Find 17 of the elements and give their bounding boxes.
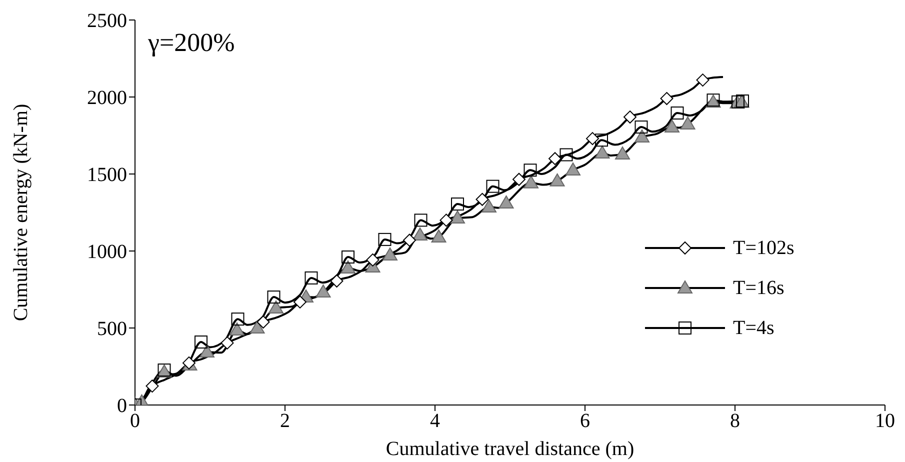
y-tick-label: 2500 — [87, 10, 127, 32]
y-axis-title: Cumulative energy (kN-m) — [10, 104, 32, 322]
x-tick-label: 4 — [430, 410, 440, 432]
y-tick-label: 0 — [117, 395, 127, 418]
x-tick-label: 10 — [875, 410, 895, 432]
y-tick-label: 1000 — [87, 241, 127, 264]
x-axis-title: Cumulative travel distance (m) — [386, 438, 634, 460]
x-tick-label: 8 — [730, 410, 740, 432]
legend-label: T=4s — [733, 316, 774, 340]
x-tick-label: 6 — [580, 410, 590, 432]
y-tick-label: 500 — [97, 318, 127, 340]
legend-label: T=16s — [733, 276, 784, 300]
annotation: γ=200% — [148, 28, 235, 58]
legend-label: T=102s — [733, 236, 794, 260]
y-tick-label: 2000 — [87, 87, 127, 110]
y-tick-label: 1500 — [87, 164, 127, 186]
x-tick-label: 2 — [280, 410, 290, 432]
